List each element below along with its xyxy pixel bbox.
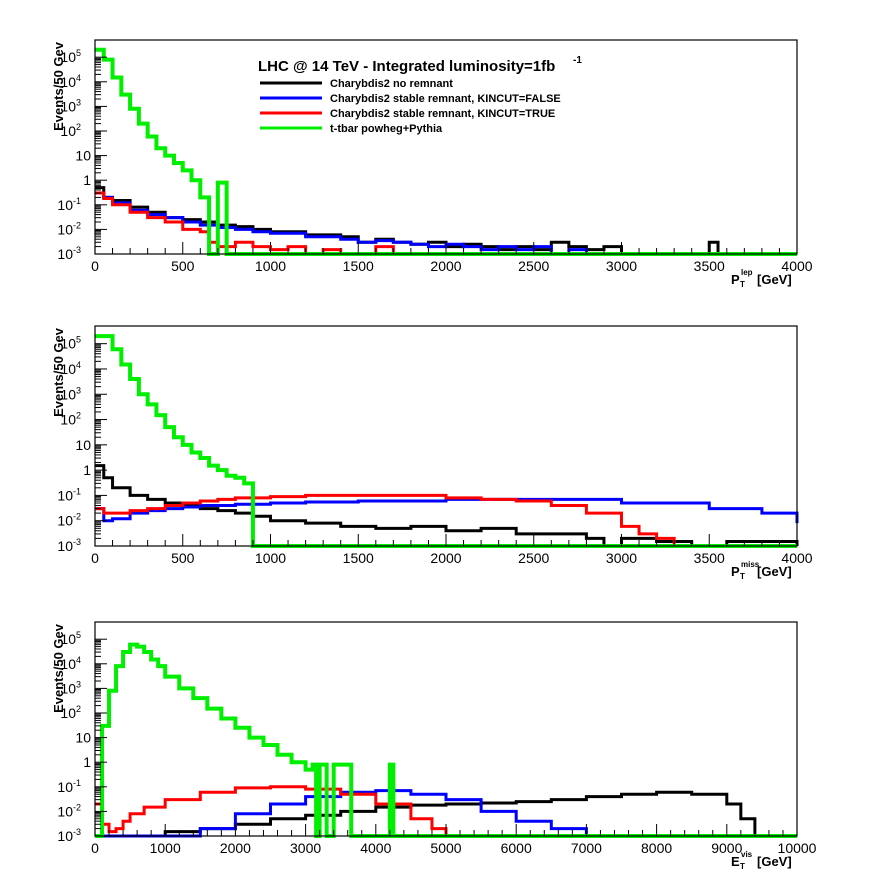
chart-title: LHC @ 14 TeV - Integrated luminosity=1fb <box>258 58 555 75</box>
series-charybdis2-stable-remnant-kincut-true <box>95 785 797 838</box>
x-tick-label: 10000 <box>778 840 817 856</box>
x-axis-label-unit: [GeV] <box>757 564 792 579</box>
x-tick-label: 0 <box>91 550 99 566</box>
y-tick-label: 104 <box>60 655 81 672</box>
x-tick-label: 3000 <box>290 840 321 856</box>
x-tick-label: 4000 <box>781 258 812 274</box>
x-axis-label-sub: T <box>740 280 745 289</box>
x-tick-label: 3000 <box>606 258 637 274</box>
y-tick-label: 10-2 <box>57 512 81 529</box>
x-axis-label-sub: T <box>740 572 745 581</box>
y-tick-label: 102 <box>60 122 81 139</box>
y-tick-label: 104 <box>60 360 81 377</box>
y-axis-label: Events/50 Gev <box>51 41 66 131</box>
y-tick-label: 10-3 <box>57 537 81 554</box>
legend-entry: Charybdis2 no remnant <box>330 78 453 90</box>
x-tick-label: 8000 <box>641 840 672 856</box>
y-tick-label: 104 <box>60 73 81 90</box>
y-tick-label: 103 <box>60 385 81 402</box>
x-axis-label-sub: T <box>740 862 745 871</box>
x-axis-label: P <box>731 272 740 287</box>
series-t-tbar-powheg-pythia <box>95 334 797 548</box>
x-tick-label: 1000 <box>255 258 286 274</box>
y-tick-label: 105 <box>60 335 81 352</box>
x-tick-label: 2000 <box>430 550 461 566</box>
legend-entry: Charybdis2 stable remnant, KINCUT=FALSE <box>330 93 561 105</box>
series-charybdis2-stable-remnant-kincut-true <box>95 493 797 548</box>
y-tick-label: 10 <box>75 730 91 746</box>
y-tick-label: 10-1 <box>57 196 81 213</box>
x-axis-label-sup: vis <box>741 850 753 859</box>
chart-panel-3: 10-3 10-2 10-11 10 102 103 104 105 0 1000 2000 3000… <box>51 621 817 871</box>
x-tick-label: 500 <box>171 258 195 274</box>
y-tick-label: 10-3 <box>57 827 81 844</box>
x-tick-label: 1500 <box>343 258 374 274</box>
y-tick-label: 103 <box>60 679 81 696</box>
x-tick-label: 4000 <box>781 550 812 566</box>
y-tick-label: 105 <box>60 630 81 647</box>
x-tick-label: 3500 <box>694 550 725 566</box>
series-t-tbar-powheg-pythia <box>95 642 797 838</box>
y-axis-label: Events/50 Gev <box>51 327 66 417</box>
x-tick-label: 7000 <box>571 840 602 856</box>
legend: Charybdis2 no remnant Charybdis2 stable r… <box>260 78 561 135</box>
x-tick-label: 3000 <box>606 550 637 566</box>
y-tick-label: 10-1 <box>57 486 81 503</box>
y-tick-label: 10 <box>75 148 91 164</box>
y-tick-label: 102 <box>60 411 81 428</box>
chart-title-sup: -1 <box>573 55 582 66</box>
y-axis-label: Events/50 Gev <box>51 623 66 713</box>
x-axis-label-unit: [GeV] <box>757 272 792 287</box>
y-tick-label: 10-3 <box>57 245 81 262</box>
y-tick-label: 10-2 <box>57 802 81 819</box>
chart-panel-1: 10-3 10-2 10-11 10 102 103 104 105 0 500 1000 1500 2… <box>51 39 813 289</box>
y-tick-label: 10 <box>75 437 91 453</box>
x-tick-label: 2500 <box>518 258 549 274</box>
y-tick-label: 10-2 <box>57 220 81 237</box>
legend-entry: t-tbar powheg+Pythia <box>330 123 443 135</box>
x-tick-label: 1000 <box>255 550 286 566</box>
x-axis-label: E <box>731 854 740 869</box>
legend-entry: Charybdis2 stable remnant, KINCUT=TRUE <box>330 108 555 120</box>
y-tick-label: 103 <box>60 97 81 114</box>
x-tick-label: 0 <box>91 840 99 856</box>
x-tick-label: 2500 <box>518 550 549 566</box>
y-tick-label: 1 <box>83 172 91 188</box>
x-tick-label: 500 <box>171 550 195 566</box>
x-tick-label: 4000 <box>360 840 391 856</box>
x-tick-label: 2000 <box>430 258 461 274</box>
y-tick-label: 1 <box>83 462 91 478</box>
x-tick-label: 1500 <box>343 550 374 566</box>
x-tick-label: 2000 <box>220 840 251 856</box>
y-tick-label: 102 <box>60 704 81 721</box>
x-tick-label: 1000 <box>150 840 181 856</box>
x-tick-label: 6000 <box>501 840 532 856</box>
x-tick-label: 0 <box>91 258 99 274</box>
y-tick-label: 1 <box>83 754 91 770</box>
chart-panel-2: 10-3 10-2 10-11 10 102 103 104 105 0 500 1000 1500 2… <box>51 325 813 581</box>
x-tick-label: 5000 <box>430 840 461 856</box>
series-charybdis2-stable-remnant-kincut-false <box>95 789 797 838</box>
x-axis-label-sup: lep <box>741 268 753 277</box>
x-tick-label: 3500 <box>694 258 725 274</box>
x-tick-label: 9000 <box>711 840 742 856</box>
y-tick-label: 10-1 <box>57 778 81 795</box>
plot-frame <box>94 325 798 547</box>
x-axis-label-sup: miss <box>741 560 760 569</box>
x-axis-label: P <box>731 564 740 579</box>
x-axis-label-unit: [GeV] <box>757 854 792 869</box>
y-tick-label: 105 <box>60 48 81 65</box>
